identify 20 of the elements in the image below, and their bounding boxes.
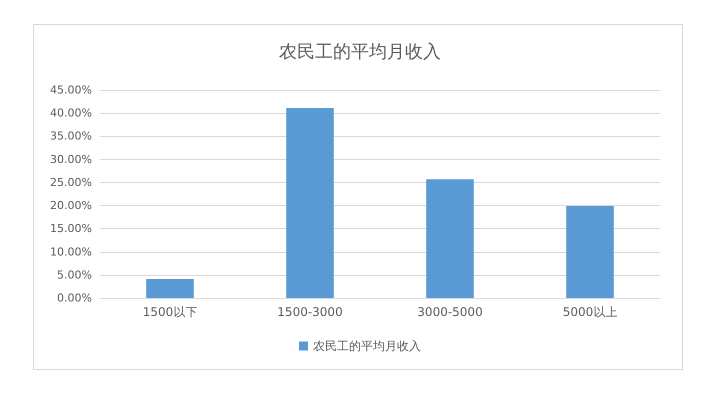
x-tick-label: 5000以上 bbox=[562, 305, 618, 319]
y-tick-label: 10.00% bbox=[50, 245, 92, 258]
legend-label: 农民工的平均月收入 bbox=[313, 339, 421, 353]
y-tick-label: 25.00% bbox=[50, 176, 92, 189]
x-tick-label: 3000-5000 bbox=[417, 305, 483, 319]
y-tick-label: 0.00% bbox=[57, 292, 92, 304]
y-tick-label: 45.00% bbox=[50, 84, 92, 96]
bar bbox=[426, 179, 474, 298]
bar bbox=[286, 108, 334, 298]
x-tick-label: 1500-3000 bbox=[277, 305, 343, 319]
bar bbox=[146, 279, 194, 298]
y-tick-label: 15.00% bbox=[50, 222, 92, 236]
y-tick-label: 40.00% bbox=[50, 106, 92, 120]
y-tick-label: 35.00% bbox=[50, 130, 92, 143]
x-tick-label: 1500以下 bbox=[142, 305, 198, 319]
bar bbox=[566, 206, 614, 298]
y-tick-label: 30.00% bbox=[50, 152, 92, 166]
chart-title: 农民工的平均月收入 bbox=[279, 42, 441, 62]
y-tick-label: 5.00% bbox=[57, 268, 92, 282]
y-tick-label: 20.00% bbox=[50, 199, 92, 212]
